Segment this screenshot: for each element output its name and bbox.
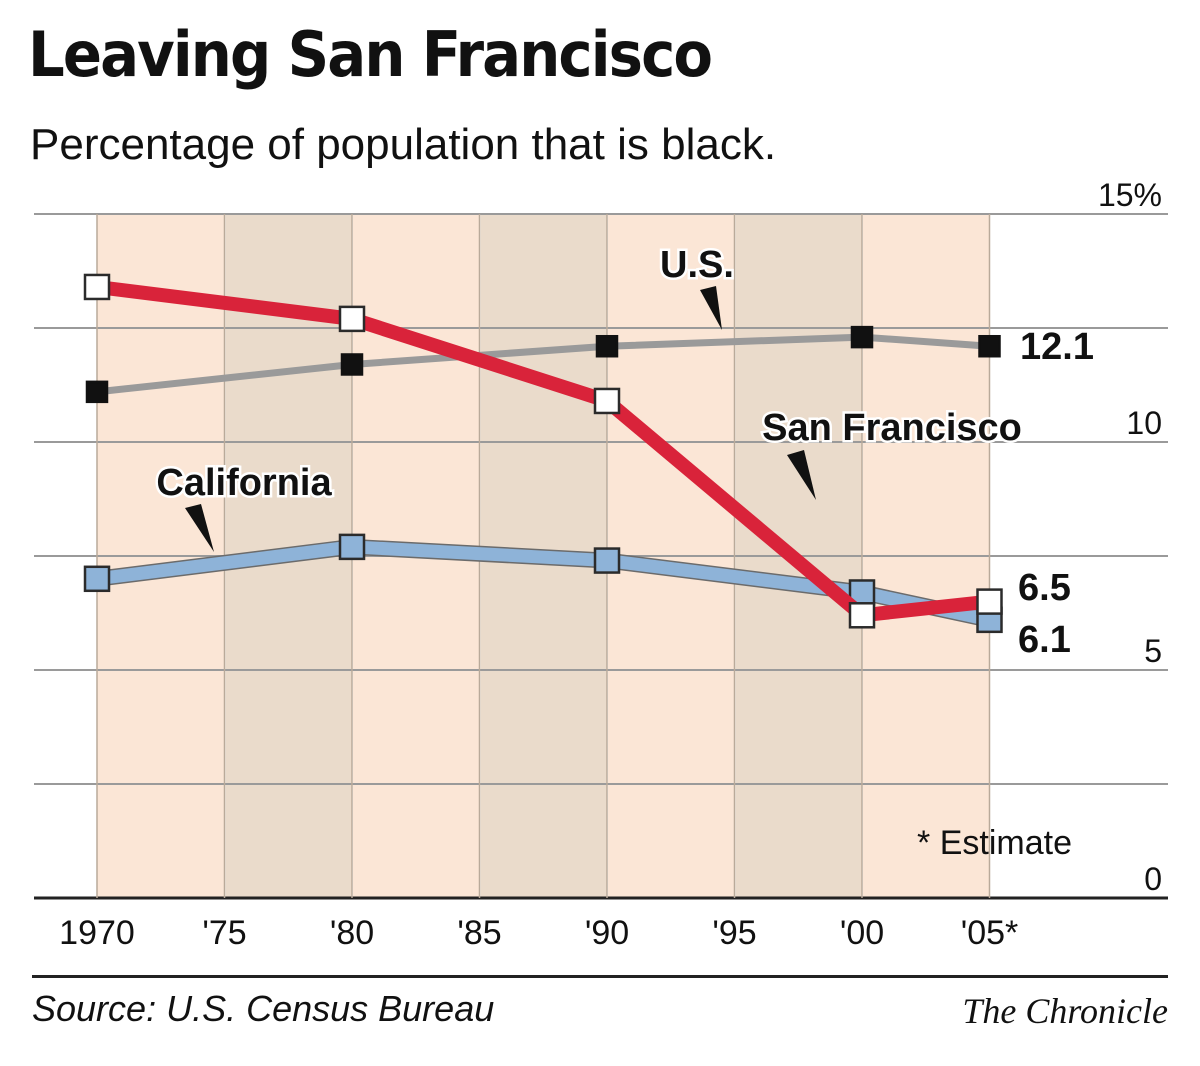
- x-tick-label: '90: [585, 914, 629, 952]
- data-point-sf: [83, 273, 111, 301]
- y-tick-label: 5: [1144, 633, 1162, 669]
- label-pointer-us: [700, 286, 722, 330]
- y-tick-label: 15%: [1098, 177, 1162, 213]
- data-point-us: [978, 334, 1001, 358]
- series-label-us: U.S.: [660, 244, 734, 286]
- series-label-sf: San Francisco: [762, 407, 1022, 449]
- data-point-sf: [593, 387, 621, 415]
- x-tick-label: '80: [330, 914, 374, 952]
- x-tick-label: '75: [202, 914, 246, 952]
- series-label-ca: California: [156, 462, 332, 504]
- publisher-credit: The Chronicle: [962, 991, 1168, 1031]
- estimate-footnote: * Estimate: [917, 824, 1072, 862]
- data-point-ca: [593, 547, 621, 574]
- x-tick-label: 1970: [59, 914, 135, 952]
- data-point-sf: [848, 602, 876, 629]
- x-tick-label: '00: [840, 914, 884, 952]
- data-point-ca: [83, 565, 111, 593]
- x-tick-label: '95: [712, 914, 756, 952]
- end-value-label-ca: 6.1: [1018, 619, 1071, 661]
- data-point-us: [595, 334, 619, 358]
- y-tick-label: 0: [1144, 861, 1162, 897]
- chart-subtitle: Percentage of population that is black.: [30, 120, 777, 169]
- label-pointer-sf: [787, 450, 816, 500]
- data-point-ca: [338, 533, 366, 561]
- footer-divider: [32, 975, 1168, 978]
- data-point-sf: [338, 305, 366, 333]
- end-value-label-us: 12.1: [1020, 326, 1094, 368]
- data-point-sf: [976, 588, 1003, 615]
- data-point-us: [340, 353, 364, 376]
- y-tick-label: 10: [1126, 405, 1162, 441]
- end-value-label-sf: 6.5: [1018, 567, 1071, 609]
- x-tick-label: '85: [457, 914, 501, 952]
- chart-title: Leaving San Francisco: [28, 18, 713, 91]
- data-point-us: [85, 380, 109, 404]
- data-point-us: [850, 325, 874, 349]
- label-pointer-ca: [185, 504, 214, 552]
- source-note: Source: U.S. Census Bureau: [32, 988, 495, 1029]
- x-tick-label: '05*: [961, 914, 1019, 952]
